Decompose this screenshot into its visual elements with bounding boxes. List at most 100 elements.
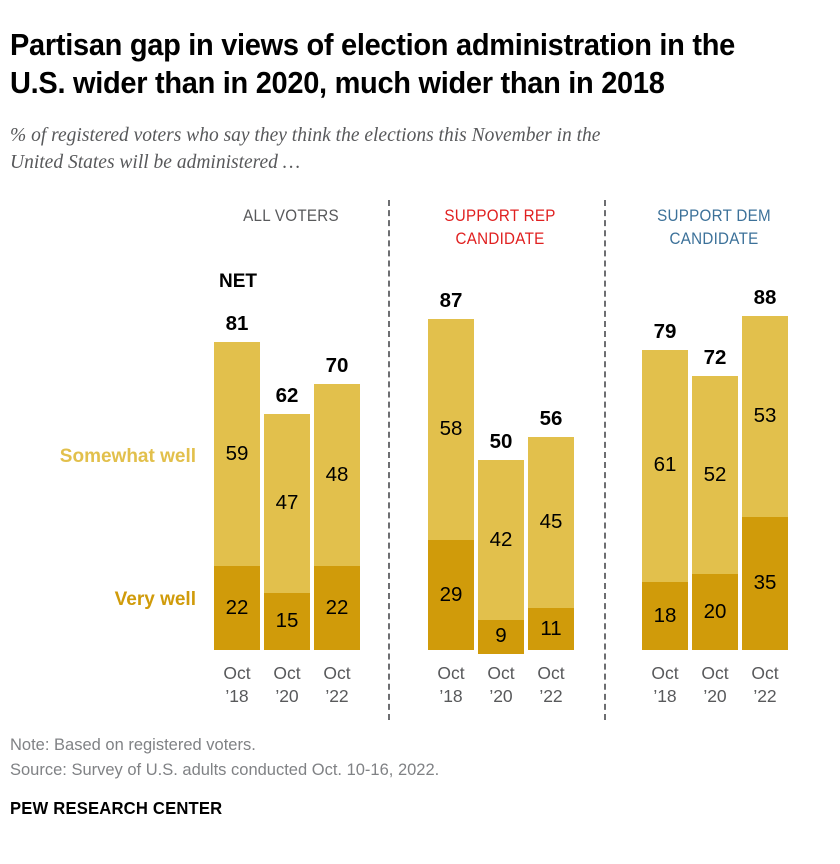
- bar-value-somewhat-well: 59: [225, 442, 249, 466]
- panel-header-line-1: SUPPORT REP: [444, 207, 556, 225]
- x-tick-line-2: ’18: [225, 686, 249, 706]
- x-axis-tick: Oct ’18: [623, 662, 707, 708]
- bar-value-very-well: 29: [439, 582, 463, 606]
- x-tick-line-1: Oct: [537, 663, 565, 683]
- footer-note: Note: Based on registered voters.: [10, 736, 256, 754]
- x-tick-line-1: Oct: [751, 663, 779, 683]
- x-tick-line-1: Oct: [273, 663, 301, 683]
- x-tick-line-1: Oct: [651, 663, 679, 683]
- bar-0-2: 48 22: [314, 384, 360, 650]
- bar-0-1: 47 15: [264, 414, 310, 650]
- panel-divider-2: [604, 200, 606, 720]
- bar-total-net: 62: [275, 384, 299, 408]
- x-axis-tick: Oct ’20: [459, 662, 543, 708]
- x-tick-line-2: ’20: [703, 686, 727, 706]
- bar-total-net: 70: [325, 354, 349, 377]
- bar-1-0: 58 29: [428, 319, 474, 650]
- bar-1-2: 45 11: [528, 437, 574, 650]
- x-tick-line-1: Oct: [487, 663, 515, 683]
- bar-value-very-well: 35: [753, 571, 777, 595]
- bar-total-net: 81: [225, 312, 249, 336]
- bar-value-somewhat-well: 45: [539, 510, 563, 534]
- bar-segment-very-well: 15: [264, 592, 310, 650]
- x-tick-line-2: ’20: [489, 686, 513, 706]
- x-axis-tick: Oct ’18: [409, 662, 493, 708]
- bar-segment-somewhat-well: 42: [478, 460, 524, 620]
- bar-segment-very-well: 29: [428, 539, 474, 650]
- legend-somewhat-well: Somewhat well: [59, 446, 196, 467]
- page-title: Partisan gap in views of election admini…: [10, 26, 789, 102]
- bar-value-very-well: 20: [703, 599, 727, 623]
- bar-segment-somewhat-well: 47: [264, 414, 310, 593]
- legend-very-well: Very well: [114, 589, 196, 610]
- x-axis-tick: Oct ’22: [509, 662, 593, 708]
- bar-segment-somewhat-well: 53: [742, 315, 788, 517]
- bar-value-somewhat-well: 52: [703, 462, 727, 486]
- panel-header-line-2: CANDIDATE: [455, 230, 545, 248]
- bar-total-net: 79: [653, 319, 677, 343]
- bar-value-very-well: 9: [495, 624, 507, 648]
- bar-value-very-well: 22: [325, 595, 349, 619]
- bar-segment-somewhat-well: 48: [314, 384, 360, 567]
- bar-value-very-well: 18: [653, 603, 677, 627]
- bar-value-very-well: 15: [275, 609, 299, 633]
- bar-segment-somewhat-well: 61: [642, 349, 688, 582]
- bar-value-somewhat-well: 42: [489, 527, 513, 551]
- bar-total-net: 72: [703, 346, 727, 370]
- bar-value-very-well: 22: [225, 595, 249, 619]
- x-axis-tick: Oct ’22: [295, 662, 379, 708]
- x-tick-line-1: Oct: [437, 663, 465, 683]
- bar-total-net: 88: [753, 285, 777, 309]
- bar-segment-very-well: 9: [478, 619, 524, 654]
- title-line-2: U.S. wider than in 2020, much wider than…: [10, 66, 665, 100]
- bar-total-net: 50: [489, 430, 513, 453]
- bar-0-0: 59 22: [214, 342, 260, 650]
- net-label: NET: [219, 271, 257, 292]
- x-axis-tick: Oct ’20: [673, 662, 757, 708]
- title-line-1: Partisan gap in views of election admini…: [10, 28, 735, 62]
- bar-total-net: 87: [439, 289, 463, 313]
- panel-header-support-dem: SUPPORT DEM CANDIDATE: [622, 205, 806, 251]
- bar-2-1: 52 20: [692, 376, 738, 650]
- bar-value-somewhat-well: 48: [325, 462, 349, 486]
- bar-value-somewhat-well: 58: [439, 417, 463, 441]
- x-tick-line-2: ’18: [439, 686, 463, 706]
- x-tick-line-2: ’22: [753, 686, 777, 706]
- brand-pew-research-center: PEW RESEARCH CENTER: [10, 798, 223, 818]
- bar-segment-very-well: 11: [528, 608, 574, 650]
- page-subtitle: % of registered voters who say they thin…: [10, 122, 810, 176]
- bar-segment-very-well: 20: [692, 573, 738, 650]
- x-axis-tick: Oct ’22: [723, 662, 807, 708]
- bar-1-1: 42 9: [478, 460, 524, 654]
- footer-source: Source: Survey of U.S. adults conducted …: [10, 761, 440, 779]
- panel-header-all-voters: ALL VOTERS: [204, 205, 379, 228]
- bar-total-net: 56: [539, 407, 563, 431]
- x-tick-line-2: ’22: [539, 686, 563, 706]
- bar-segment-very-well: 18: [642, 581, 688, 650]
- panel-divider-1: [388, 200, 390, 720]
- bar-value-somewhat-well: 53: [753, 404, 777, 428]
- bar-segment-somewhat-well: 52: [692, 376, 738, 574]
- x-axis-tick: Oct ’20: [245, 662, 329, 708]
- subtitle-line-2: United States will be administered …: [10, 152, 301, 173]
- x-axis-tick: Oct ’18: [195, 662, 279, 708]
- bar-segment-somewhat-well: 58: [428, 319, 474, 540]
- bar-2-2: 53 35: [742, 315, 788, 650]
- bar-segment-somewhat-well: 45: [528, 437, 574, 609]
- panel-header-line-2: CANDIDATE: [669, 230, 759, 248]
- bar-segment-very-well: 22: [314, 566, 360, 650]
- subtitle-line-1: % of registered voters who say they thin…: [10, 125, 601, 146]
- panel-header-support-rep: SUPPORT REP CANDIDATE: [408, 205, 592, 251]
- bar-2-0: 61 18: [642, 349, 688, 650]
- x-tick-line-1: Oct: [701, 663, 729, 683]
- x-tick-line-2: ’20: [275, 686, 299, 706]
- bar-segment-very-well: 22: [214, 566, 260, 650]
- x-tick-line-2: ’22: [325, 686, 349, 706]
- bar-value-somewhat-well: 61: [653, 453, 677, 477]
- x-tick-line-2: ’18: [653, 686, 677, 706]
- x-tick-line-1: Oct: [223, 663, 251, 683]
- x-tick-line-1: Oct: [323, 663, 351, 683]
- bar-value-somewhat-well: 47: [275, 491, 299, 515]
